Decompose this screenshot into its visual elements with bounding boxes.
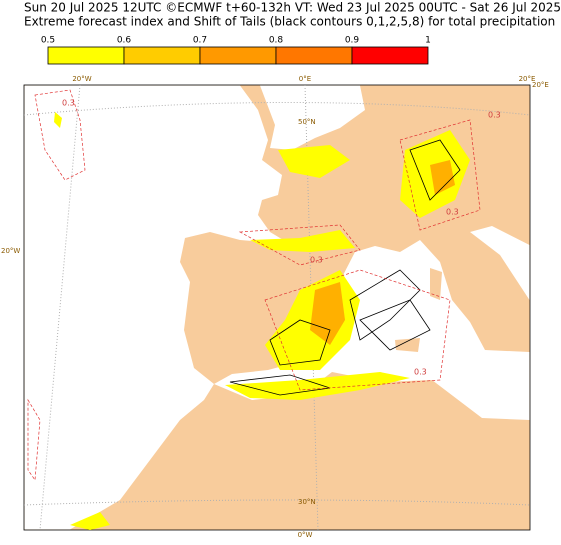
graticule-label: 20°W [72,75,91,83]
contour-label: 0.3 [446,208,459,217]
colorbar-label: 0.6 [117,36,132,46]
graticule-label: 0°W [298,531,313,539]
contour-label: 0.3 [62,99,75,108]
graticule-label: 0°E [299,75,311,83]
graticule-label: 20°E [532,81,549,89]
efi-03-contours [27,89,481,481]
colorbar-label: 1 [425,36,431,46]
subtitle-line: Extreme forecast index and Shift of Tail… [24,15,555,29]
title-line: Sun 20 Jul 2025 12UTC ©ECMWF t+60-132h V… [24,1,561,15]
graticule-label: 50°N [298,118,316,126]
graticule-label: 20°W [1,247,20,255]
north-sea [260,85,365,150]
colorbar-label: 0.8 [269,36,284,46]
efi-high [310,160,455,345]
adriatic [470,226,530,300]
colorbar-label: 0.9 [345,36,360,46]
atlantic [24,85,290,530]
sot-contours [229,139,461,396]
colorbar: 0.5 0.6 0.7 0.8 0.9 1 [41,36,431,65]
colorbar-segment [275,46,353,65]
islands [395,268,442,352]
colorbar-label: 0.7 [193,36,207,46]
colorbar-segment [47,46,125,65]
map-area: 0.3 0.3 0.3 0.3 0.3 [23,84,531,531]
contour-label: 0.3 [414,368,427,377]
colorbar-segment [199,46,277,65]
colorbar-segment [351,46,429,65]
colorbar-label: 0.5 [41,36,55,46]
graticule-label: 20°E [519,75,536,83]
mediterranean [214,240,530,420]
colorbar-segment [123,46,201,65]
contour-label: 0.3 [488,111,501,120]
graticule-label: 30°N [298,498,316,506]
contour-label: 0.3 [310,256,323,265]
